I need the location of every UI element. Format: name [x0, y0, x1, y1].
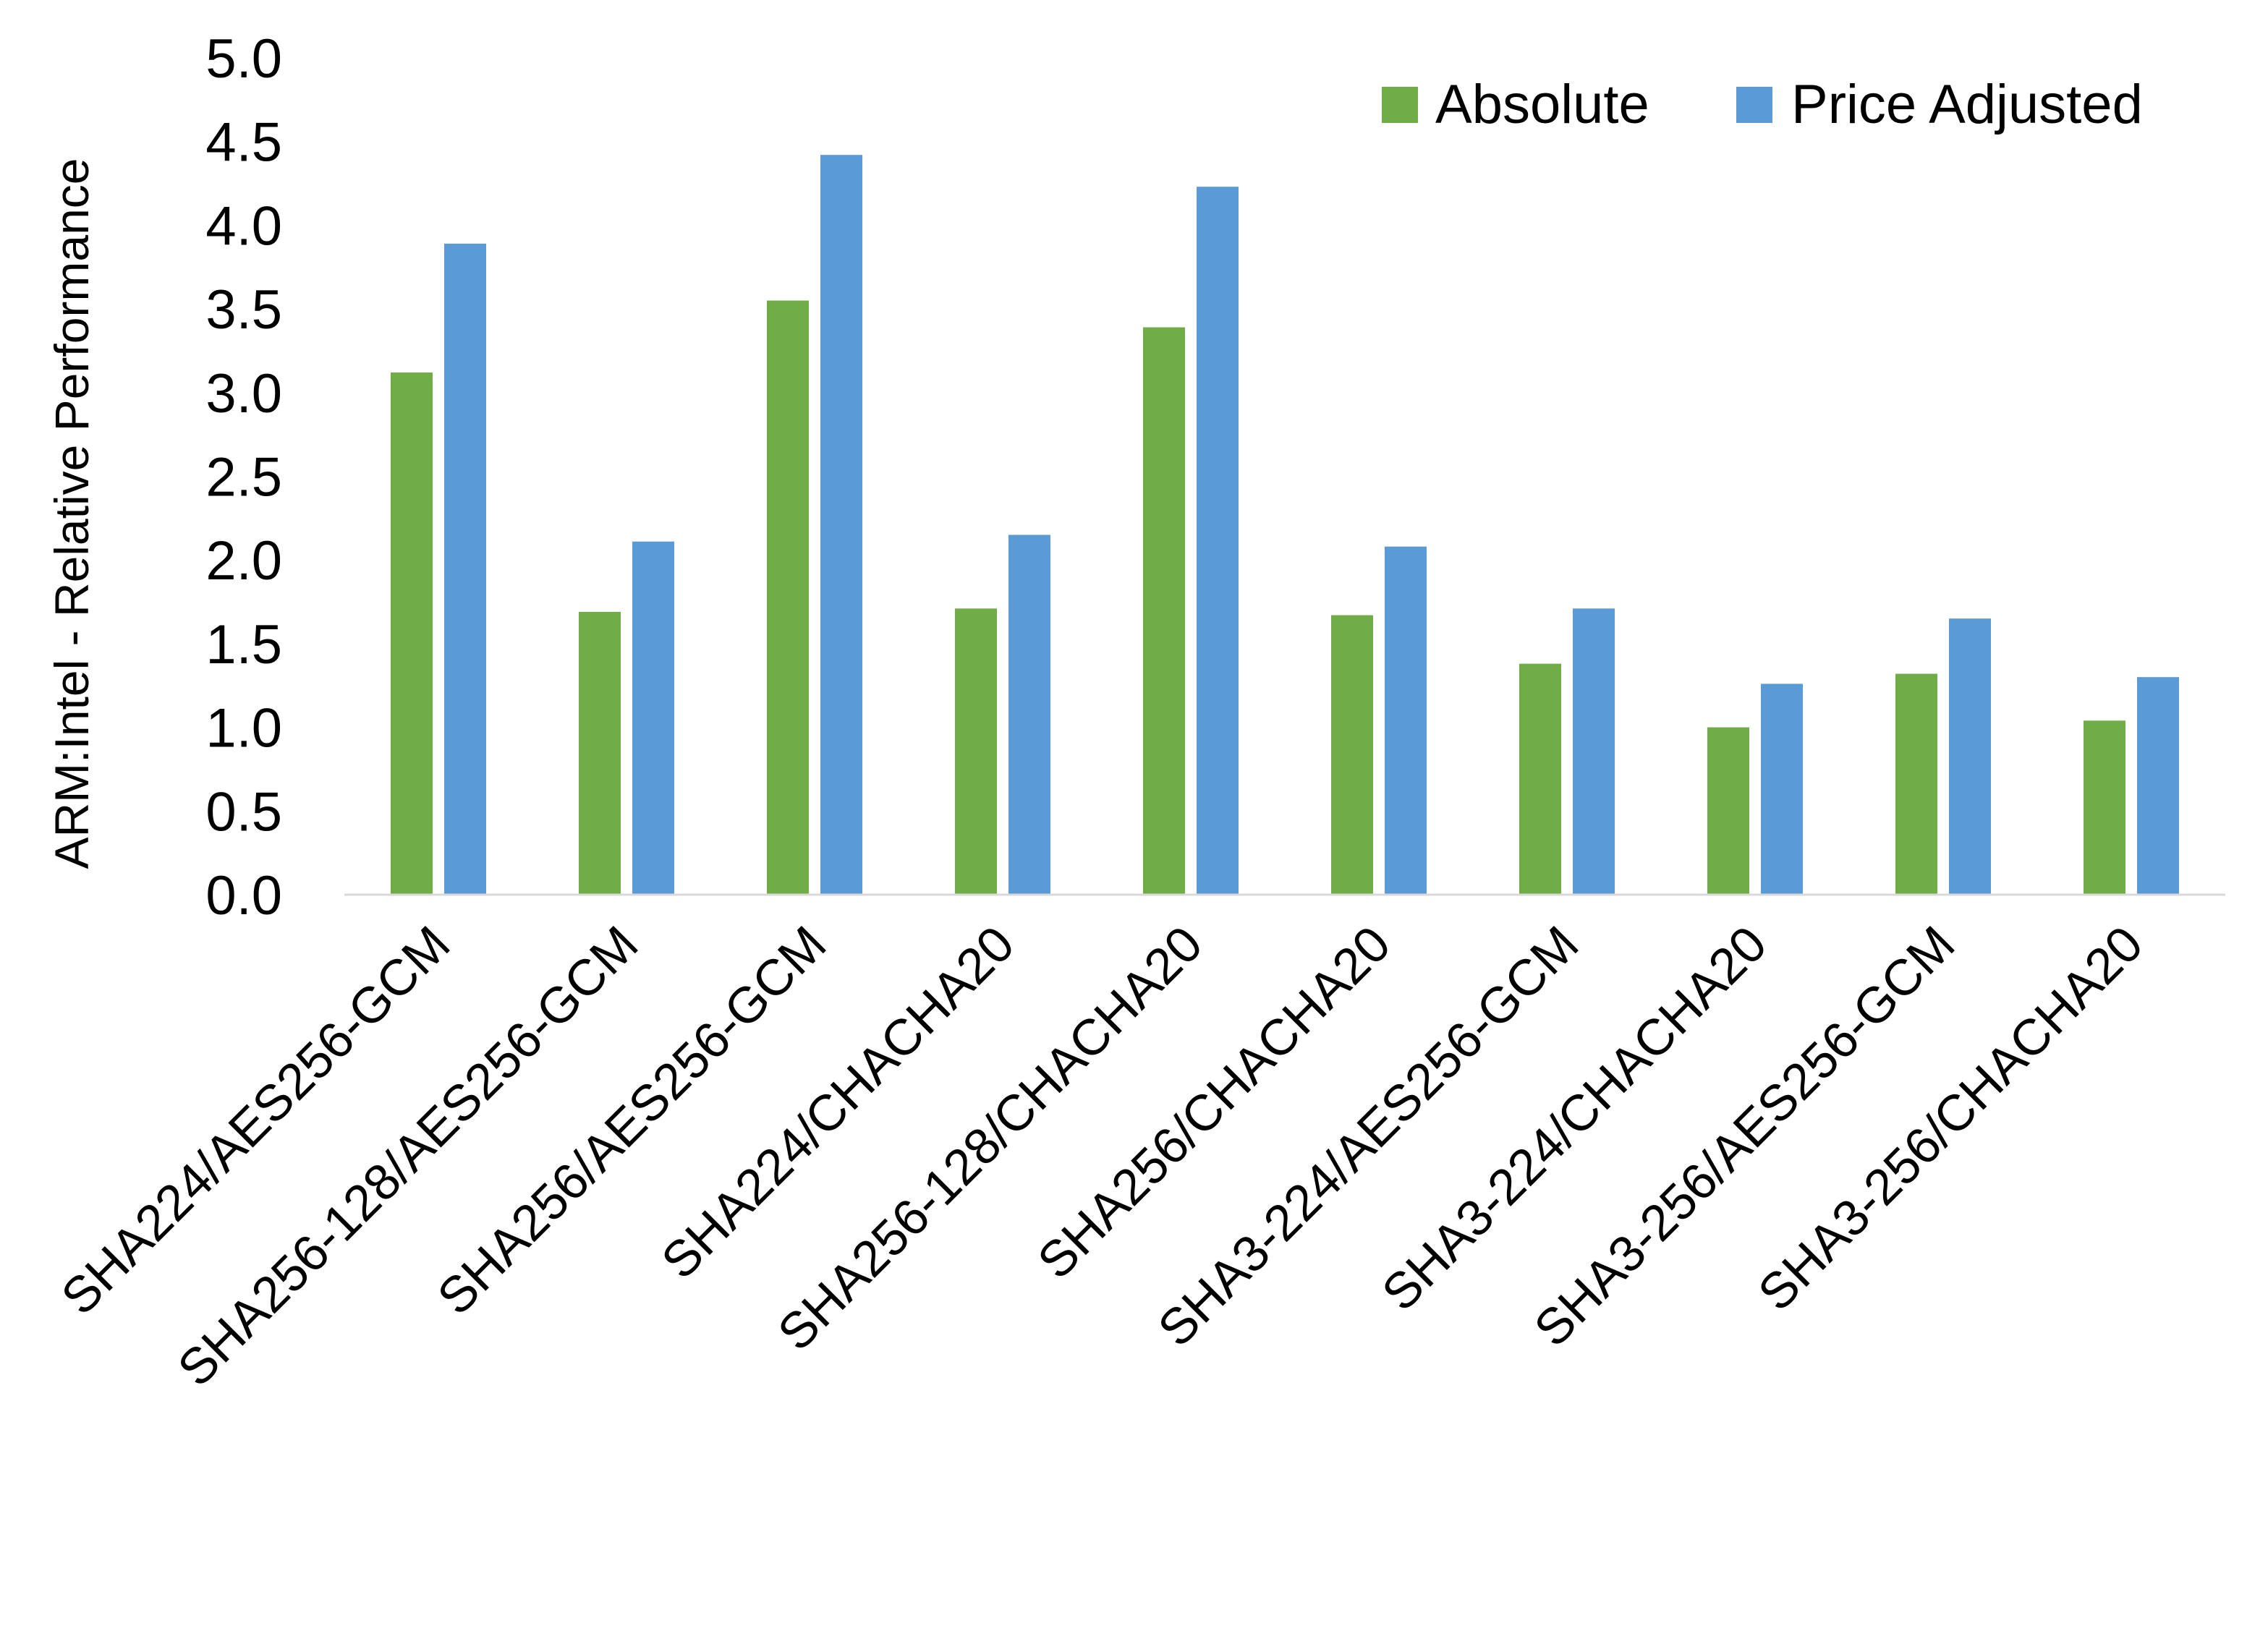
bar-absolute	[1707, 727, 1749, 895]
bar-price-adjusted	[2137, 677, 2179, 895]
bar-absolute	[1331, 615, 1373, 895]
legend-label-absolute: Absolute	[1435, 74, 1649, 135]
x-axis-categories: SHA224/AES256-GCMSHA256-128/AES256-GCMSH…	[51, 915, 2154, 1397]
legend-swatch-absolute	[1382, 87, 1418, 123]
bar-price-adjusted	[1949, 618, 1991, 895]
y-tick-label: 2.5	[205, 447, 282, 508]
bar-price-adjusted	[1761, 683, 1803, 895]
y-tick-label: 0.5	[205, 781, 282, 843]
y-tick-label: 2.0	[205, 530, 282, 592]
bar-price-adjusted	[444, 243, 486, 895]
y-tick-label: 3.0	[205, 363, 282, 425]
x-tick-label: SHA224/CHACHA20	[650, 915, 1024, 1289]
bar-absolute	[2084, 720, 2125, 895]
bar-absolute	[1895, 673, 1937, 895]
y-tick-label: 0.0	[205, 865, 282, 927]
y-tick-label: 1.0	[205, 698, 282, 759]
y-tick-label: 3.5	[205, 279, 282, 341]
y-tick-label: 4.0	[205, 195, 282, 257]
x-tick-label: SHA3-224/CHACHA20	[1371, 915, 1777, 1321]
bar-price-adjusted	[1197, 187, 1239, 895]
x-tick-label: SHA224/AES256-GCM	[51, 915, 461, 1325]
bar-price-adjusted	[1385, 546, 1427, 895]
x-tick-label: SHA256/CHACHA20	[1027, 915, 1401, 1289]
y-axis-label: ARM:Intel - Relative Performance	[45, 158, 98, 869]
x-tick-label: SHA256/AES256-GCM	[427, 915, 837, 1325]
bar-absolute	[1519, 663, 1561, 895]
y-tick-label: 4.5	[205, 112, 282, 174]
bar-absolute	[579, 611, 621, 895]
y-tick-label: 1.5	[205, 614, 282, 676]
bar-price-adjusted	[632, 541, 674, 895]
bars	[391, 155, 2179, 895]
y-axis-ticks: 0.0 0.5 1.0 1.5 2.0 2.5 3.0 3.5 4.0 4.5 5.0	[205, 28, 282, 927]
bar-absolute	[1143, 327, 1185, 895]
legend-swatch-price-adjusted	[1736, 87, 1772, 123]
y-tick-label: 5.0	[205, 28, 282, 90]
x-tick-label: SHA3-256/CHACHA20	[1747, 915, 2153, 1321]
bar-price-adjusted	[1008, 534, 1050, 895]
bar-absolute	[391, 372, 433, 895]
bar-price-adjusted	[820, 155, 862, 895]
bar-absolute	[767, 300, 809, 895]
bar-absolute	[955, 608, 997, 895]
bar-price-adjusted	[1573, 608, 1615, 895]
legend-label-price-adjusted: Price Adjusted	[1791, 74, 2143, 135]
legend: Absolute Price Adjusted	[1382, 74, 2143, 135]
